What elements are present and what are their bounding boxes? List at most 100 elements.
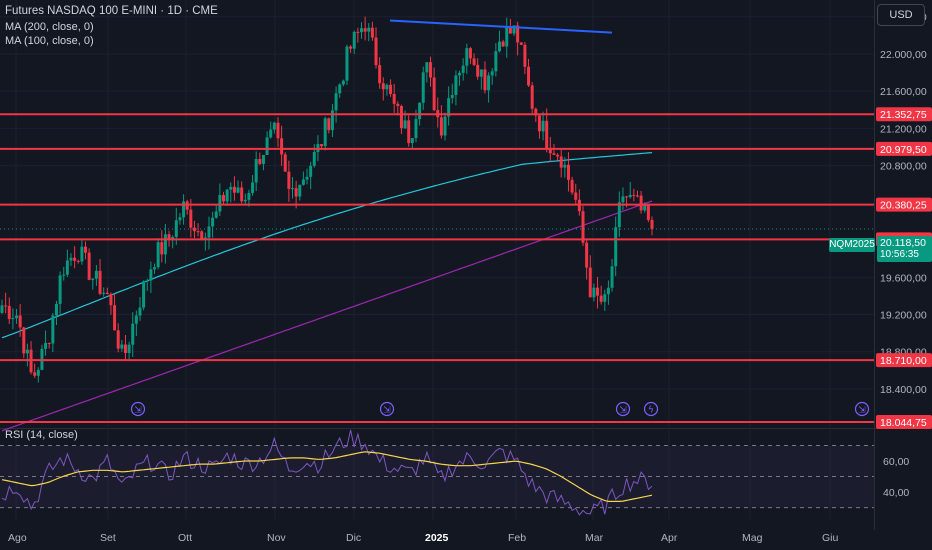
- candle-body: [559, 156, 563, 168]
- x-axis-label: Dic: [346, 532, 361, 544]
- candle-body: [483, 69, 487, 91]
- candle-body: [370, 27, 374, 38]
- candle-body: [15, 315, 19, 319]
- candle-body: [330, 110, 334, 131]
- price-level-badge: [876, 197, 932, 212]
- candle-body: [443, 116, 447, 136]
- candle-body: [18, 315, 22, 328]
- ma100-legend[interactable]: MA (100, close, 0): [5, 35, 94, 47]
- candle-body: [145, 280, 149, 282]
- candle-body: [323, 118, 327, 147]
- price-level-label: 20.979,50: [880, 144, 927, 156]
- candle-body: [218, 195, 222, 212]
- candle-body: [225, 189, 229, 202]
- candle-body: [229, 186, 233, 190]
- chart-title: Futures NASDAQ 100 E-MINI · 1D · CME: [5, 5, 218, 17]
- candle-body: [76, 260, 80, 262]
- x-axis-label: Giu: [822, 532, 839, 544]
- candle-body: [138, 307, 142, 316]
- candle-body: [0, 305, 4, 313]
- candle-body: [243, 199, 247, 202]
- candle-body: [643, 205, 647, 211]
- candle-body: [363, 28, 367, 32]
- candle-body: [512, 25, 516, 34]
- candle-body: [98, 270, 102, 294]
- x-axis-label: Mag: [742, 532, 763, 544]
- price-level-badge: [876, 414, 932, 429]
- last-price-badge: 20.118,50 10:56:35: [877, 236, 932, 262]
- candle-body: [265, 137, 269, 155]
- candle-body: [472, 58, 476, 65]
- x-axis-label: Nov: [267, 532, 286, 544]
- trendline: [389, 19, 613, 34]
- candle-body: [563, 164, 567, 168]
- candle-body: [62, 274, 66, 276]
- rsi-legend[interactable]: RSI (14, close): [5, 429, 78, 441]
- y-axis-label: 22.000,00: [880, 49, 927, 61]
- candle-body: [570, 179, 574, 193]
- rsi-ma-line: [1, 451, 653, 502]
- candle-body: [407, 120, 411, 144]
- candle-body: [356, 31, 360, 33]
- candle-body: [116, 330, 120, 349]
- price-level-label: 21.352,75: [880, 109, 927, 121]
- candle-body: [214, 211, 218, 218]
- candle-body: [534, 108, 538, 116]
- candle-body: [646, 205, 650, 220]
- candle-body: [614, 227, 618, 267]
- candle-body: [359, 28, 363, 33]
- candle-body: [182, 201, 186, 218]
- candle-body: [149, 269, 153, 281]
- candle-body: [22, 327, 26, 354]
- candle-body: [156, 242, 160, 268]
- candle-body: [102, 292, 106, 294]
- candle-body: [516, 25, 520, 43]
- rsi-line: [1, 429, 653, 516]
- candle-body: [476, 64, 480, 77]
- candle-body: [73, 257, 77, 261]
- event-marker-icon: [643, 401, 659, 417]
- candle-body: [309, 165, 313, 177]
- candle-body: [160, 242, 164, 255]
- candle-body: [447, 98, 451, 117]
- candle-body: [465, 48, 469, 66]
- candle-body: [490, 71, 494, 76]
- candle-body: [87, 252, 91, 280]
- candle-body: [425, 62, 429, 73]
- last-price: 20.118,50: [880, 237, 926, 249]
- price-level-badge: [876, 107, 932, 122]
- candle-body: [610, 266, 614, 288]
- candle-body: [556, 154, 560, 157]
- candle-body: [632, 194, 636, 196]
- candle-body: [439, 117, 443, 136]
- y-axis-label: 18.400,00: [880, 384, 927, 396]
- price-level-label: 18.044,75: [880, 417, 927, 429]
- y-axis-label: 21.600,00: [880, 86, 927, 98]
- candle-body: [251, 182, 255, 193]
- candle-body: [58, 275, 62, 304]
- candle-body: [585, 242, 589, 268]
- candle-body: [389, 84, 393, 94]
- event-glyph: ⇲: [383, 406, 391, 416]
- candle-body: [505, 27, 509, 47]
- candle-body: [254, 159, 258, 183]
- candle-body: [494, 51, 498, 72]
- candle-body: [222, 195, 226, 202]
- x-axis-label: Set: [100, 532, 116, 544]
- candle-body: [454, 75, 458, 95]
- candle-body: [385, 84, 389, 90]
- candle-body: [163, 234, 167, 255]
- candle-body: [11, 318, 15, 320]
- candle-body: [458, 72, 462, 76]
- candle-body: [349, 46, 353, 49]
- ma200-legend[interactable]: MA (200, close, 0): [5, 21, 94, 33]
- candle-body: [428, 62, 432, 78]
- candle-body: [178, 217, 182, 221]
- candle-body: [537, 115, 541, 132]
- candle-body: [25, 349, 29, 354]
- price-level-label: 18.710,00: [880, 355, 927, 367]
- x-axis-label: Feb: [508, 532, 526, 544]
- candle-body: [617, 202, 621, 228]
- currency-button[interactable]: USD: [877, 4, 925, 26]
